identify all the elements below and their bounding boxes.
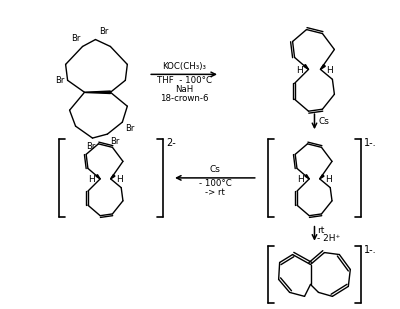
Text: - 2H⁺: - 2H⁺ (318, 234, 341, 243)
Text: Cs: Cs (318, 117, 329, 126)
Polygon shape (320, 65, 325, 70)
Polygon shape (305, 175, 309, 179)
Polygon shape (111, 175, 115, 179)
Text: 1-.: 1-. (364, 245, 377, 255)
Polygon shape (96, 175, 100, 179)
Text: -> rt: -> rt (205, 188, 225, 197)
Text: H: H (325, 176, 332, 184)
Text: Br: Br (86, 142, 95, 151)
Text: Cs: Cs (210, 165, 220, 174)
Text: 1-.: 1-. (364, 138, 377, 148)
Polygon shape (84, 91, 110, 94)
Text: Br: Br (55, 76, 65, 85)
Text: KOC(CH₃)₃: KOC(CH₃)₃ (162, 62, 206, 71)
Text: Br: Br (71, 33, 80, 43)
Text: H: H (297, 176, 304, 184)
Polygon shape (304, 65, 308, 70)
Text: H: H (326, 66, 333, 75)
Text: - 100°C: - 100°C (198, 179, 231, 188)
Text: H: H (88, 176, 95, 184)
Text: NaH: NaH (175, 85, 193, 94)
Text: rt: rt (318, 226, 325, 235)
Text: H: H (116, 176, 123, 184)
Text: 2-: 2- (166, 138, 176, 148)
Text: Br: Br (100, 27, 109, 36)
Text: Br: Br (125, 124, 135, 133)
Text: THF  - 100°C: THF - 100°C (156, 76, 212, 85)
Text: H: H (296, 66, 302, 75)
Text: 18-crown-6: 18-crown-6 (160, 94, 208, 103)
Polygon shape (320, 175, 324, 179)
Text: Br: Br (110, 137, 120, 146)
